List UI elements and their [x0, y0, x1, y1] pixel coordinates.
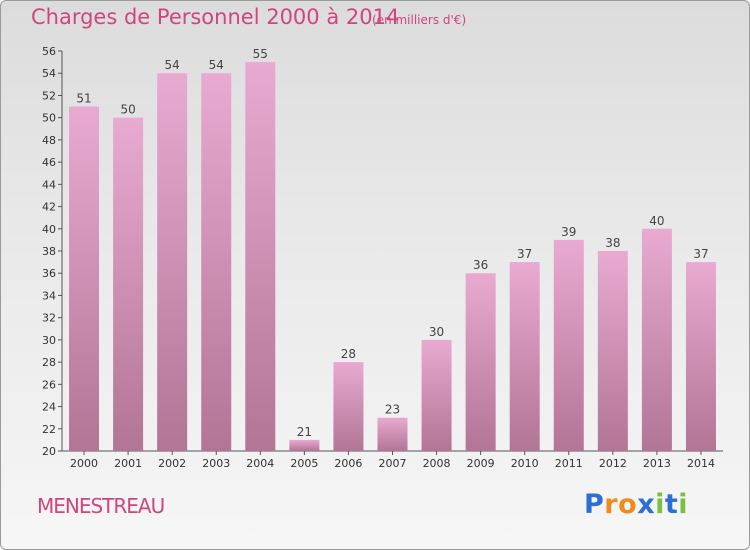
x-tick-label: 2001 — [114, 457, 142, 470]
y-tick-label: 22 — [42, 423, 56, 436]
bar — [377, 417, 408, 451]
data-label: 23 — [385, 403, 400, 417]
bar — [333, 362, 364, 451]
y-tick-label: 32 — [42, 312, 56, 325]
data-label: 54 — [165, 58, 180, 72]
bar — [641, 228, 672, 451]
bar — [685, 262, 716, 451]
bar — [157, 73, 188, 451]
y-tick-label: 56 — [42, 45, 56, 58]
logo-letter: P — [584, 489, 605, 520]
x-tick-label: 2009 — [467, 457, 495, 470]
logo-letter: i — [655, 489, 665, 520]
y-tick-label: 30 — [42, 334, 56, 347]
bar — [69, 106, 100, 452]
bars — [69, 62, 716, 452]
data-label: 51 — [76, 92, 91, 106]
x-tick-label: 2006 — [334, 457, 362, 470]
y-tick-label: 38 — [42, 245, 56, 258]
data-label: 36 — [473, 258, 488, 272]
bar — [509, 262, 540, 451]
bar — [597, 251, 628, 451]
y-tick-label: 40 — [42, 223, 56, 236]
y-tick-label: 34 — [42, 289, 56, 302]
y-tick-label: 44 — [42, 178, 56, 191]
y-tick-label: 28 — [42, 356, 56, 369]
logo-letter: i — [678, 489, 689, 520]
x-tick-label: 2004 — [246, 457, 274, 470]
chart-title: Charges de Personnel 2000 à 2014 — [31, 5, 400, 29]
y-tick-label: 26 — [42, 378, 56, 391]
proxiti-logo: Proxiti — [584, 489, 688, 520]
logo-letter: t — [664, 489, 679, 520]
y-tick-label: 54 — [42, 67, 56, 80]
x-tick-label: 2013 — [643, 457, 671, 470]
x-tick-label: 2002 — [158, 457, 186, 470]
x-tick-label: 2008 — [423, 457, 451, 470]
axes: 20 22 24 26 28 30 32 34 36 38 40 42 44 46 48 50 52 54 56 20… — [42, 45, 723, 470]
bar — [553, 239, 584, 451]
y-tick-label: 20 — [42, 445, 56, 458]
data-label: 21 — [297, 425, 312, 439]
data-label: 30 — [429, 325, 444, 339]
bar — [201, 73, 232, 451]
data-label: 54 — [209, 58, 224, 72]
y-tick-label: 36 — [42, 267, 56, 280]
x-tick-label: 2011 — [555, 457, 583, 470]
bar — [465, 273, 496, 451]
y-tick-label: 48 — [42, 134, 56, 147]
bar — [421, 339, 452, 451]
data-label: 39 — [561, 225, 576, 239]
logo-letter: x — [637, 489, 656, 520]
data-label: 40 — [649, 214, 664, 228]
y-tick-label: 46 — [42, 156, 56, 169]
bar — [113, 117, 144, 452]
chart-subtitle: (en milliers d'€) — [372, 13, 467, 27]
x-tick-label: 2012 — [599, 457, 627, 470]
y-tick-label: 24 — [42, 401, 56, 414]
x-tick-label: 2005 — [290, 457, 318, 470]
data-label: 55 — [253, 47, 268, 61]
data-labels: 51 50 54 54 55 21 28 23 30 36 37 39 38 40 37 — [76, 47, 708, 439]
bar — [245, 62, 276, 451]
data-label: 38 — [605, 236, 620, 250]
x-tick-label: 2000 — [70, 457, 98, 470]
data-label: 50 — [120, 103, 135, 117]
data-label: 37 — [517, 247, 532, 261]
data-label: 28 — [341, 347, 356, 361]
bar — [289, 439, 320, 451]
x-tick-label: 2014 — [687, 457, 715, 470]
x-tick-label: 2003 — [202, 457, 230, 470]
logo-letter: o — [618, 489, 638, 520]
data-label: 37 — [693, 247, 708, 261]
commune-name: MENESTREAU — [37, 494, 165, 518]
x-tick-label: 2010 — [511, 457, 539, 470]
y-tick-label: 50 — [42, 112, 56, 125]
logo-letter: r — [604, 489, 619, 520]
y-tick-label: 42 — [42, 201, 56, 214]
x-tick-label: 2007 — [379, 457, 407, 470]
y-tick-label: 52 — [42, 89, 56, 102]
